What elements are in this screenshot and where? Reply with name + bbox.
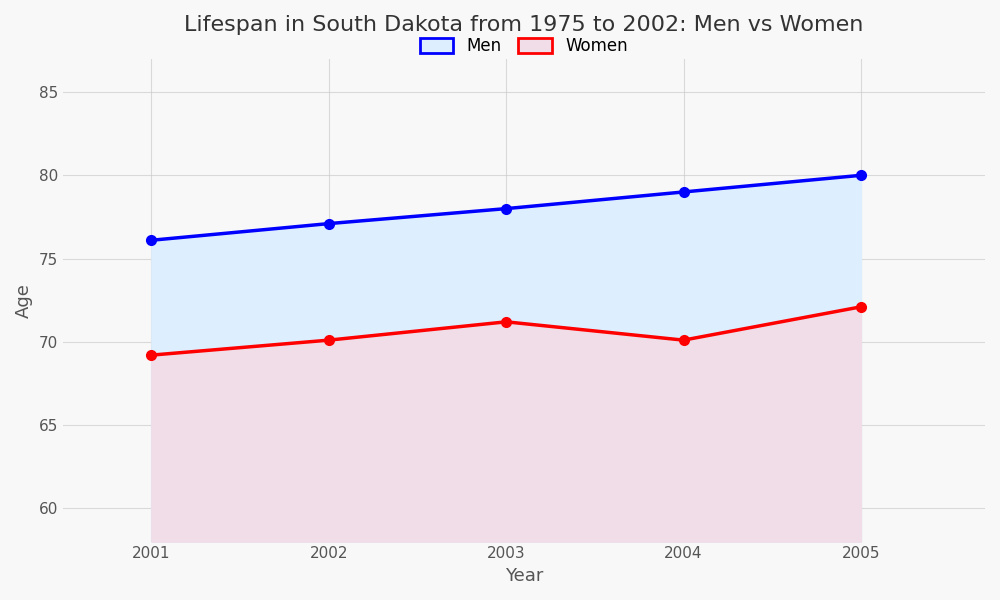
Women — [323, 337, 335, 344]
Legend: Men, Women: Men, Women — [412, 28, 636, 63]
Y-axis label: Age: Age — [15, 283, 33, 317]
Men — [855, 172, 867, 179]
X-axis label: Year: Year — [505, 567, 543, 585]
Women — [678, 337, 690, 344]
Line: Women: Women — [147, 302, 866, 360]
Men — [678, 188, 690, 196]
Title: Lifespan in South Dakota from 1975 to 2002: Men vs Women: Lifespan in South Dakota from 1975 to 20… — [184, 15, 864, 35]
Women — [855, 303, 867, 310]
Line: Men: Men — [147, 170, 866, 245]
Women — [145, 352, 157, 359]
Men — [145, 236, 157, 244]
Men — [500, 205, 512, 212]
Men — [323, 220, 335, 227]
Women — [500, 318, 512, 325]
